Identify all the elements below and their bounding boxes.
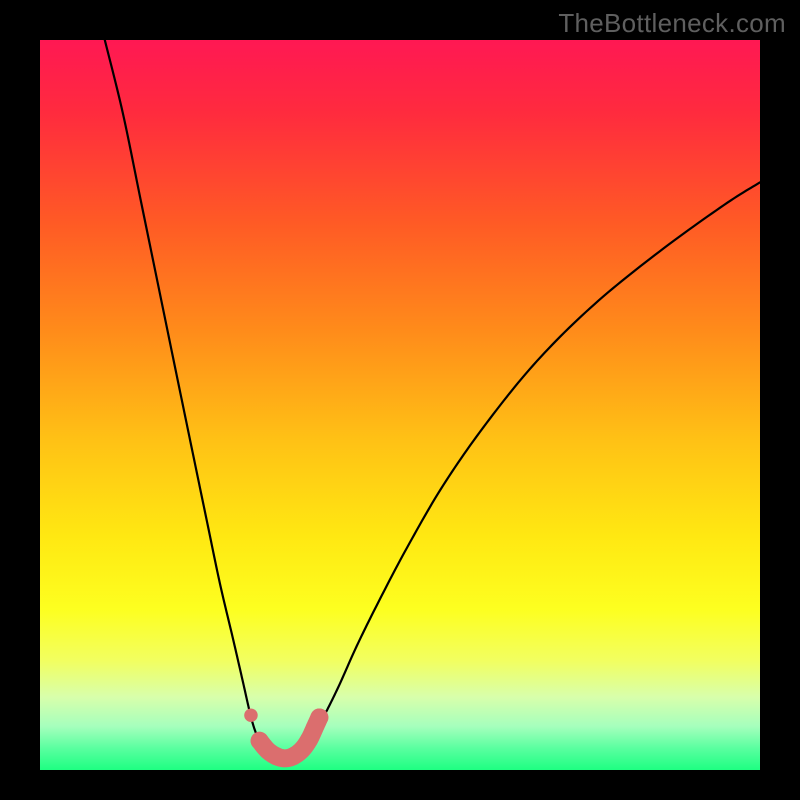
gradient-background	[40, 40, 760, 770]
trough-marker-node	[310, 708, 328, 726]
trough-isolated-dot	[244, 709, 258, 723]
trough-marker-node	[284, 747, 302, 765]
trough-marker-node	[251, 732, 269, 750]
trough-marker-node	[267, 747, 285, 765]
trough-marker-node	[300, 730, 318, 748]
watermark-text: TheBottleneck.com	[558, 8, 786, 39]
bottleneck-chart	[40, 40, 760, 770]
chart-svg	[40, 40, 760, 770]
